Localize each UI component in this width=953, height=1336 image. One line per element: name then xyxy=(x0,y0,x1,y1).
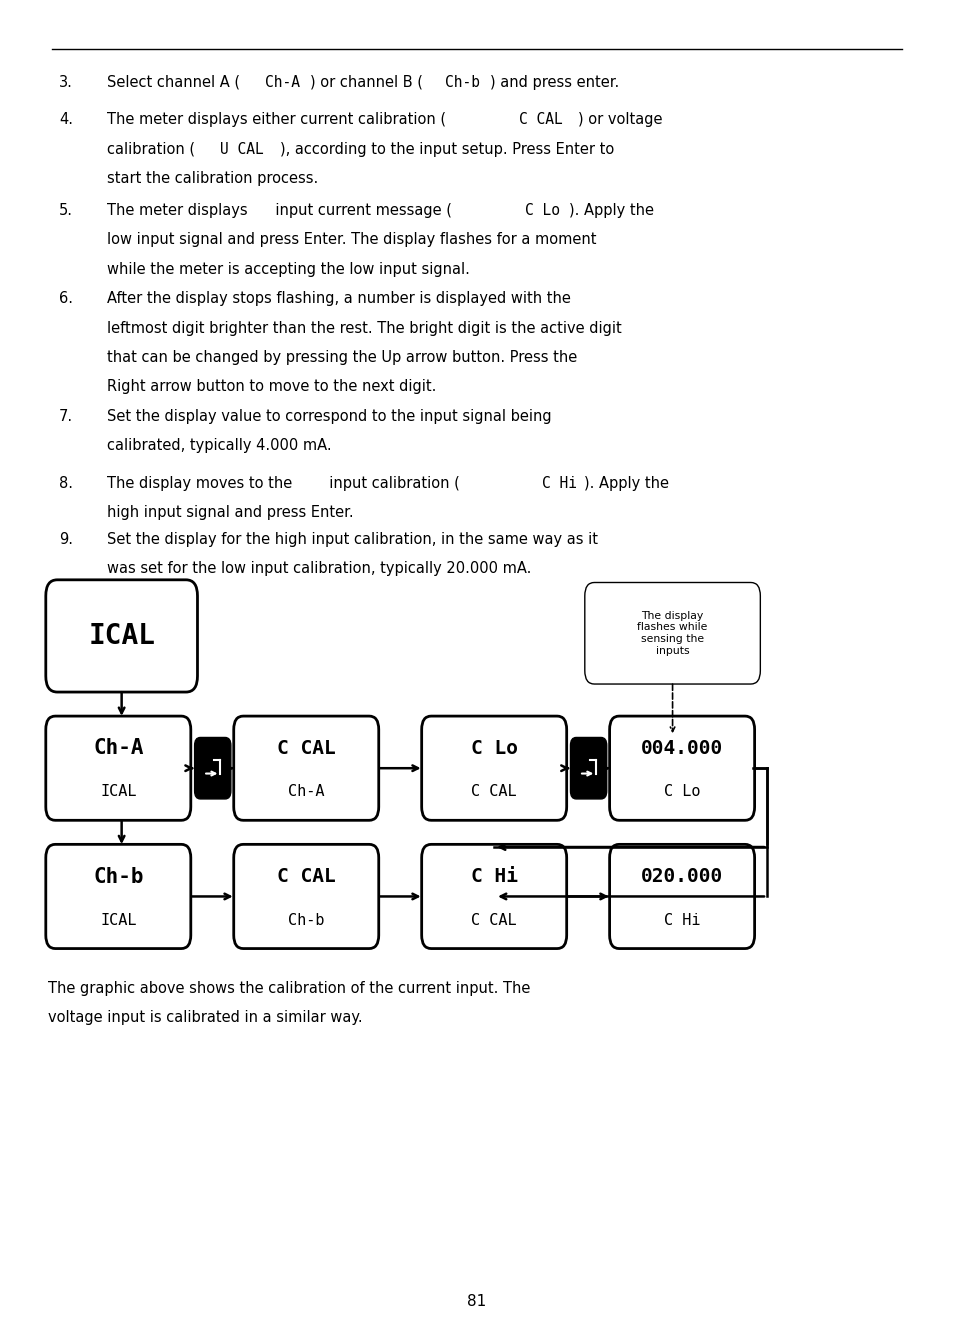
FancyBboxPatch shape xyxy=(609,716,754,820)
FancyBboxPatch shape xyxy=(421,844,566,949)
Text: C Hi: C Hi xyxy=(663,912,700,927)
Text: Ch-A: Ch-A xyxy=(265,75,299,90)
FancyBboxPatch shape xyxy=(584,582,760,684)
Text: 81: 81 xyxy=(467,1295,486,1309)
Text: 004.000: 004.000 xyxy=(640,739,722,758)
FancyBboxPatch shape xyxy=(46,580,197,692)
Text: Ch-A: Ch-A xyxy=(288,784,324,799)
Text: Set the display value to correspond to the input signal being: Set the display value to correspond to t… xyxy=(107,409,551,424)
Text: ) or voltage: ) or voltage xyxy=(578,112,662,127)
Text: 7.: 7. xyxy=(59,409,73,424)
Text: The display moves to the        input calibration (: The display moves to the input calibrati… xyxy=(107,476,459,490)
Text: C Hi: C Hi xyxy=(470,867,517,886)
Text: that can be changed by pressing the Up arrow button. Press the: that can be changed by pressing the Up a… xyxy=(107,350,577,365)
Text: Ch-b: Ch-b xyxy=(444,75,479,90)
Text: ), according to the input setup. Press Enter to: ), according to the input setup. Press E… xyxy=(279,142,613,156)
Text: The graphic above shows the calibration of the current input. The: The graphic above shows the calibration … xyxy=(48,981,530,995)
Text: 5.: 5. xyxy=(59,203,73,218)
Text: ICAL: ICAL xyxy=(100,784,136,799)
FancyBboxPatch shape xyxy=(46,716,191,820)
Text: low input signal and press Enter. The display flashes for a moment: low input signal and press Enter. The di… xyxy=(107,232,596,247)
Text: C Lo: C Lo xyxy=(470,739,517,758)
Text: ). Apply the: ). Apply the xyxy=(568,203,653,218)
Text: C CAL: C CAL xyxy=(471,784,517,799)
FancyBboxPatch shape xyxy=(570,737,606,799)
FancyBboxPatch shape xyxy=(194,737,231,799)
Text: start the calibration process.: start the calibration process. xyxy=(107,171,317,186)
Text: 8.: 8. xyxy=(59,476,73,490)
Text: Select channel A (: Select channel A ( xyxy=(107,75,240,90)
FancyBboxPatch shape xyxy=(233,716,378,820)
Text: The display
flashes while
sensing the
inputs: The display flashes while sensing the in… xyxy=(637,611,707,656)
Text: C Lo: C Lo xyxy=(524,203,559,218)
Text: Ch-A: Ch-A xyxy=(93,739,143,759)
Text: while the meter is accepting the low input signal.: while the meter is accepting the low inp… xyxy=(107,262,469,277)
Text: 4.: 4. xyxy=(59,112,73,127)
Text: C CAL: C CAL xyxy=(276,867,335,886)
Text: After the display stops flashing, a number is displayed with the: After the display stops flashing, a numb… xyxy=(107,291,570,306)
Text: C CAL: C CAL xyxy=(518,112,562,127)
Text: Right arrow button to move to the next digit.: Right arrow button to move to the next d… xyxy=(107,379,436,394)
Text: ). Apply the: ). Apply the xyxy=(583,476,668,490)
Text: was set for the low input calibration, typically 20.000 mA.: was set for the low input calibration, t… xyxy=(107,561,531,576)
FancyBboxPatch shape xyxy=(421,716,566,820)
Text: ) and press enter.: ) and press enter. xyxy=(490,75,618,90)
Text: ICAL: ICAL xyxy=(100,912,136,927)
Text: The meter displays either current calibration (: The meter displays either current calibr… xyxy=(107,112,445,127)
Text: C Lo: C Lo xyxy=(663,784,700,799)
FancyBboxPatch shape xyxy=(233,844,378,949)
Text: ICAL: ICAL xyxy=(88,623,155,649)
Text: calibration (: calibration ( xyxy=(107,142,194,156)
Text: calibrated, typically 4.000 mA.: calibrated, typically 4.000 mA. xyxy=(107,438,331,453)
Text: 3.: 3. xyxy=(59,75,73,90)
Text: Ch-b: Ch-b xyxy=(93,867,143,887)
Text: 9.: 9. xyxy=(59,532,73,546)
Text: The meter displays      input current message (: The meter displays input current message… xyxy=(107,203,452,218)
Text: Ch-b: Ch-b xyxy=(288,912,324,927)
Text: voltage input is calibrated in a similar way.: voltage input is calibrated in a similar… xyxy=(48,1010,362,1025)
Text: C CAL: C CAL xyxy=(471,912,517,927)
Text: 020.000: 020.000 xyxy=(640,867,722,886)
Text: Set the display for the high input calibration, in the same way as it: Set the display for the high input calib… xyxy=(107,532,598,546)
Text: ) or channel B (: ) or channel B ( xyxy=(309,75,422,90)
Text: C CAL: C CAL xyxy=(276,739,335,758)
Text: high input signal and press Enter.: high input signal and press Enter. xyxy=(107,505,354,520)
Text: 6.: 6. xyxy=(59,291,73,306)
Text: U CAL: U CAL xyxy=(220,142,264,156)
Text: C Hi: C Hi xyxy=(541,476,577,490)
Text: leftmost digit brighter than the rest. The bright digit is the active digit: leftmost digit brighter than the rest. T… xyxy=(107,321,621,335)
FancyBboxPatch shape xyxy=(46,844,191,949)
FancyBboxPatch shape xyxy=(609,844,754,949)
